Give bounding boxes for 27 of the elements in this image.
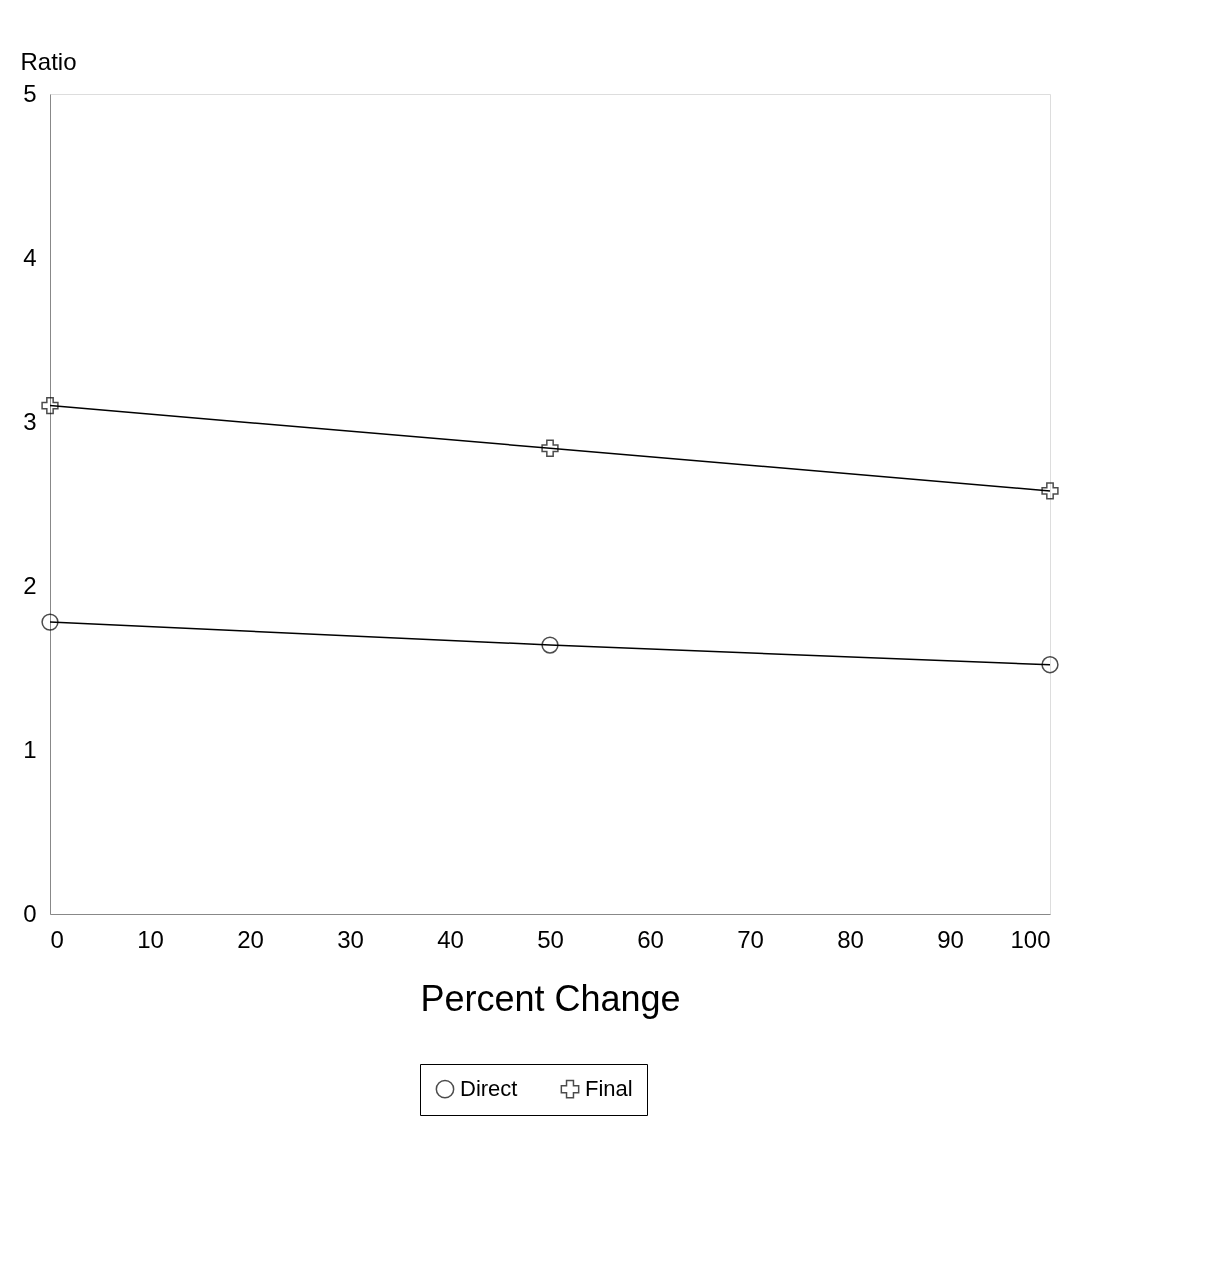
point: [1041, 656, 1059, 674]
x-tick-label: 40: [437, 925, 464, 953]
x-tick-label: 10: [137, 925, 164, 953]
x-tick-label: 100: [1010, 925, 1051, 953]
point: [41, 613, 59, 631]
x-tick-label: 20: [237, 925, 264, 953]
point: [541, 439, 559, 457]
x-tick-label: 80: [837, 925, 864, 953]
point: [541, 636, 559, 654]
legend-label: Direct: [460, 1076, 518, 1102]
y-axis-title: Ratio: [20, 47, 77, 75]
y-tick-label: 5: [23, 79, 37, 107]
x-tick-label: 30: [337, 925, 364, 953]
y-tick-label: 0: [23, 899, 37, 927]
y-tick-label: 2: [23, 571, 37, 599]
x-tick-label: 0: [50, 925, 64, 953]
y-tick-label: 1: [23, 735, 37, 763]
x-axis-title: Percent Change: [420, 977, 681, 1019]
point: [41, 396, 59, 415]
x-tick-label: 70: [737, 925, 764, 953]
x-tick-label: 50: [537, 925, 564, 953]
x-tick-label: 90: [937, 925, 964, 953]
y-tick-label: 4: [23, 243, 37, 271]
point: [1041, 482, 1059, 500]
x-tick-label: 60: [637, 925, 664, 953]
legend-label: Final: [585, 1076, 633, 1102]
y-tick-label: 3: [23, 407, 37, 435]
